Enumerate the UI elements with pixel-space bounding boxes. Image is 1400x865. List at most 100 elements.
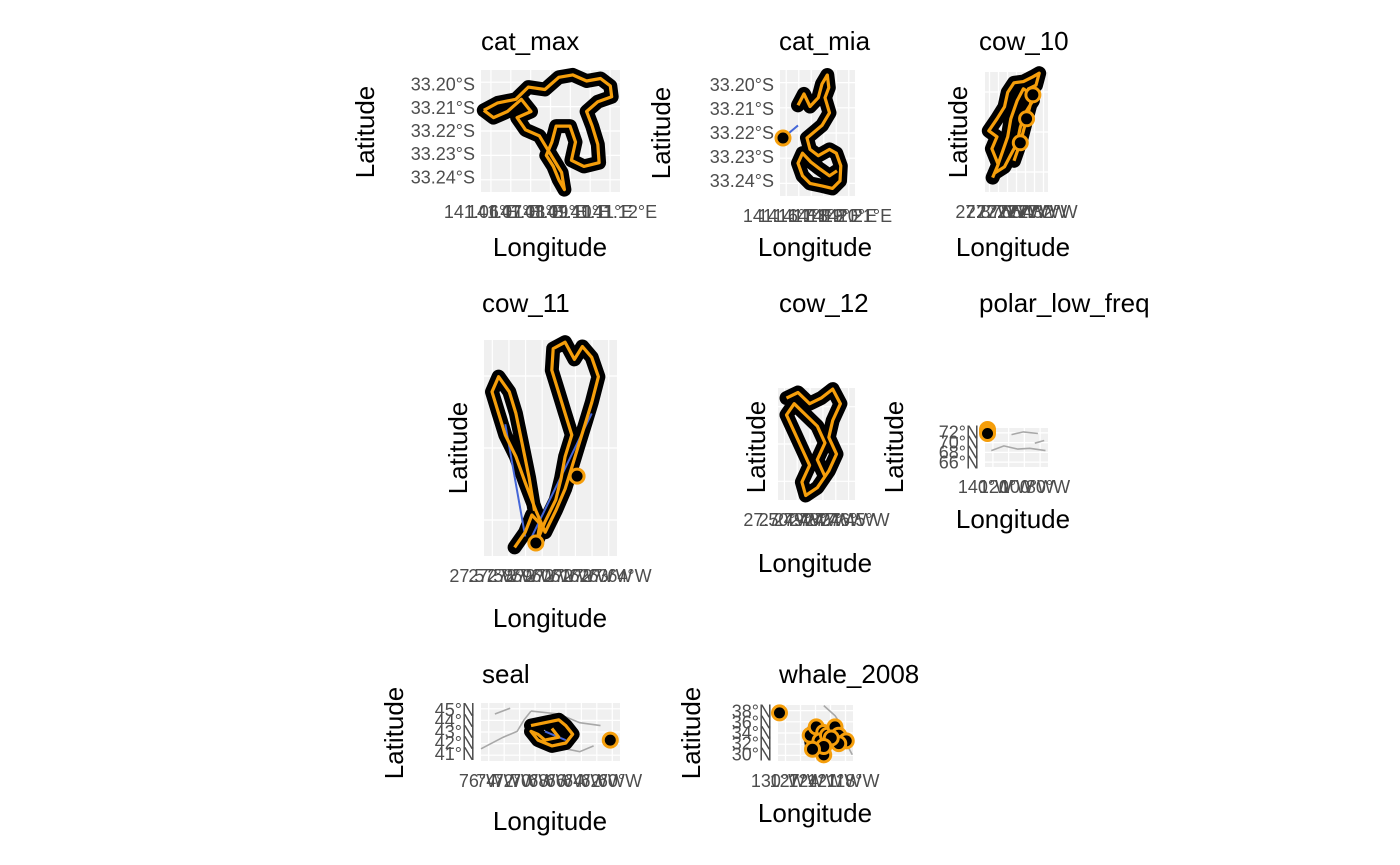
y-tick-label: 33.22°S: [411, 121, 475, 141]
track-point: [979, 424, 997, 442]
land-outline: [1011, 431, 1038, 436]
x-tick-label: 68°W: [528, 771, 572, 791]
track-line: [529, 718, 575, 748]
y-axis-title-cow-11: Latitude: [443, 402, 473, 495]
land-outline: [530, 710, 601, 727]
panel-title-cow-11: cow_11: [482, 288, 570, 318]
x-axis-title-cat-mia: Longitude: [758, 232, 872, 262]
x-tick-label: 140°W: [958, 477, 1012, 497]
track-line: [987, 71, 1041, 179]
track-point: [568, 467, 586, 485]
x-axis-title-seal: Longitude: [493, 806, 607, 836]
x-tick-label: 141.17°E: [758, 206, 832, 226]
x-tick-label: 27.58°W: [468, 566, 537, 586]
track-line: [490, 340, 600, 549]
panel-title-cow-10: cow_10: [979, 26, 1069, 56]
y-tick-label: 70°N: [939, 433, 979, 453]
x-tick-label: 124°W: [788, 771, 842, 791]
x-tick-label: 27.50°W: [743, 510, 812, 530]
land-outline: [494, 707, 511, 715]
panel-title-cat-max: cat_max: [481, 26, 579, 56]
x-tick-label: 27.46°W: [805, 510, 874, 530]
x-tick-label: 27.59°W: [487, 566, 556, 586]
y-tick-label: 33.22°S: [710, 123, 774, 143]
panel-cow_11: 27.57°W27.58°W27.59°W27.60°W27.61°W27.62…: [449, 335, 652, 586]
y-tick-label: 45°N: [435, 700, 475, 720]
x-tick-label: 141.09°E: [513, 202, 587, 222]
panel-cow_10: 27.8°W27.7°W27.6°W27.5°W27.4°W27.3°W27.2…: [955, 66, 1078, 222]
y-axis-title-cow-12: Latitude: [741, 401, 771, 494]
panel-title-cow-12: cow_12: [779, 288, 869, 318]
panel-cat_mia: 141.16°E141.17°E141.18°E141.19°E141.20°E…: [710, 68, 892, 226]
track-line: [482, 73, 614, 192]
x-tick-label: 141.20°E: [803, 206, 877, 226]
x-tick-label: 27.61°W: [525, 566, 594, 586]
x-tick-label: 121°W: [807, 771, 861, 791]
x-tick-label: 62°W: [581, 771, 625, 791]
x-tick-label: 64°W: [563, 771, 607, 791]
x-tick-label: 27.2°W: [1018, 202, 1077, 222]
x-tick-label: 27.57°W: [449, 566, 518, 586]
y-tick-label: 41°N: [435, 744, 475, 764]
x-tick-label: 74°W: [476, 771, 520, 791]
y-tick-label: 33.23°S: [411, 144, 475, 164]
y-axis-title-seal: Latitude: [379, 687, 409, 780]
track-point: [774, 129, 792, 147]
panel-title-seal: seal: [482, 659, 530, 689]
y-tick-label: 66°N: [939, 452, 979, 472]
y-tick-label: 33.21°S: [411, 98, 475, 118]
x-tick-label: 27.6°W: [976, 202, 1035, 222]
panel-title-whale-2008: whale_2008: [778, 659, 919, 689]
x-tick-label: 27.48°W: [774, 510, 843, 530]
y-tick-label: 34°N: [732, 723, 772, 743]
track-point: [1024, 86, 1042, 104]
y-tick-label: 33.20°S: [710, 75, 774, 95]
panel-title-cat-mia: cat_mia: [779, 26, 871, 56]
y-tick-label: 38°N: [732, 702, 772, 722]
y-axis-title-cat-mia: Latitude: [646, 87, 676, 180]
x-tick-label: 127°W: [770, 771, 824, 791]
x-tick-label: 27.62°W: [544, 566, 613, 586]
x-tick-label: 141.10°E: [537, 202, 611, 222]
y-tick-label: 33.24°S: [411, 167, 475, 187]
x-tick-label: 141.07°E: [467, 202, 541, 222]
x-tick-label: 141.06°E: [444, 202, 518, 222]
land-outline: [991, 445, 1046, 452]
panel-seal: 76°W74°W72°W70°W68°W66°W64°W62°W60°W 45°N…: [435, 700, 642, 791]
land-outline: [565, 745, 594, 753]
track-line: [784, 387, 842, 498]
y-tick-label: 43°N: [435, 722, 475, 742]
x-tick-label: 70°W: [511, 771, 555, 791]
x-tick-label: 141.11°E: [560, 202, 633, 222]
x-tick-label: 27.45°W: [820, 510, 889, 530]
x-tick-label: 80°W: [1026, 477, 1070, 497]
x-tick-label: 27.47°W: [790, 510, 859, 530]
x-tick-label: 141.19°E: [788, 206, 862, 226]
land-outline: [1034, 439, 1045, 444]
x-tick-label: 27.3°W: [1008, 202, 1067, 222]
x-axis-title-polar-low-freq: Longitude: [956, 504, 1070, 534]
y-tick-label: 42°N: [435, 733, 475, 753]
x-tick-label: 27.5°W: [987, 202, 1046, 222]
track-point: [601, 731, 619, 749]
x-tick-label: 66°W: [546, 771, 590, 791]
y-tick-label: 68°N: [939, 442, 979, 462]
link-line: [544, 730, 567, 742]
x-tick-label: 130°W: [751, 771, 805, 791]
y-tick-label: 72°N: [939, 423, 979, 443]
x-tick-label: 27.64°W: [582, 566, 651, 586]
x-tick-label: 118°W: [827, 771, 880, 791]
track-line: [796, 73, 843, 190]
track-point: [1011, 134, 1029, 152]
x-tick-label: 27.60°W: [506, 566, 575, 586]
x-axis-title-cow-11: Longitude: [493, 603, 607, 633]
y-tick-label: 33.20°S: [411, 75, 475, 95]
x-tick-label: 76°W: [459, 771, 503, 791]
track-point: [1018, 110, 1036, 128]
y-tick-label: 33.21°S: [710, 99, 774, 119]
x-tick-label: 141.16°E: [743, 206, 817, 226]
track-point: [804, 740, 821, 758]
y-axis-title-cat-max: Latitude: [350, 86, 380, 179]
